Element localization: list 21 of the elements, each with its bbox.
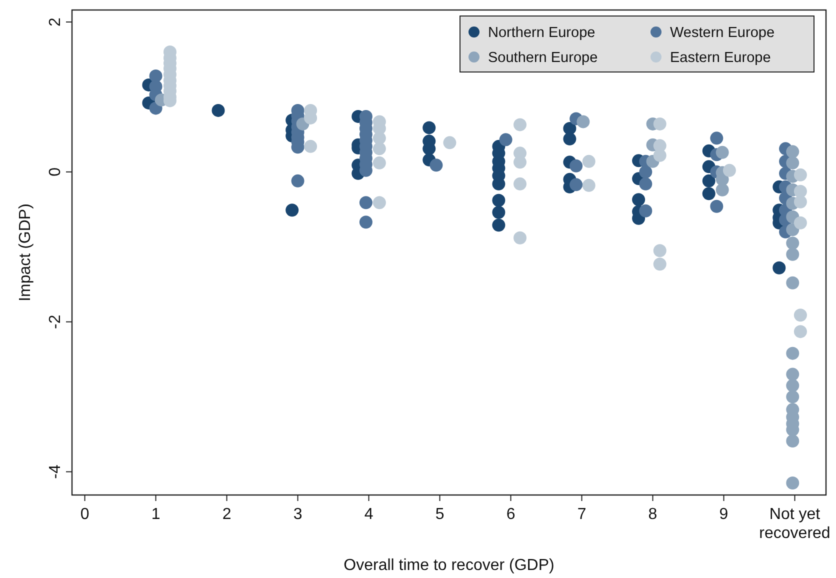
x-tick-label: 4	[364, 506, 374, 523]
y-tick-label: -2	[47, 314, 64, 329]
y-tick-label: -4	[47, 464, 64, 479]
x-tick-label: 1	[151, 506, 160, 523]
x-tick-label: 9	[719, 506, 728, 523]
x-tick-label: 6	[506, 506, 516, 523]
x-tick-label: 7	[577, 506, 586, 523]
x-tick-label: 5	[435, 506, 444, 523]
x-tick-label: 0	[80, 506, 90, 523]
x-tick-label: 2	[222, 506, 232, 523]
y-tick-label: 0	[47, 167, 64, 176]
x-tick-label: 3	[293, 506, 302, 523]
x-axis-title: Overall time to recover (GDP)	[344, 557, 554, 574]
legend-label: Western Europe	[670, 25, 775, 41]
y-tick-label: 2	[47, 17, 64, 26]
legend-label: Southern Europe	[488, 50, 598, 66]
legend-label: Northern Europe	[488, 25, 596, 41]
legend-label: Eastern Europe	[670, 50, 771, 66]
x-tick-label: Not yet recovered	[759, 506, 830, 542]
x-tick-label: 8	[648, 506, 658, 523]
y-axis-title: Impact (GDP)	[17, 204, 34, 302]
